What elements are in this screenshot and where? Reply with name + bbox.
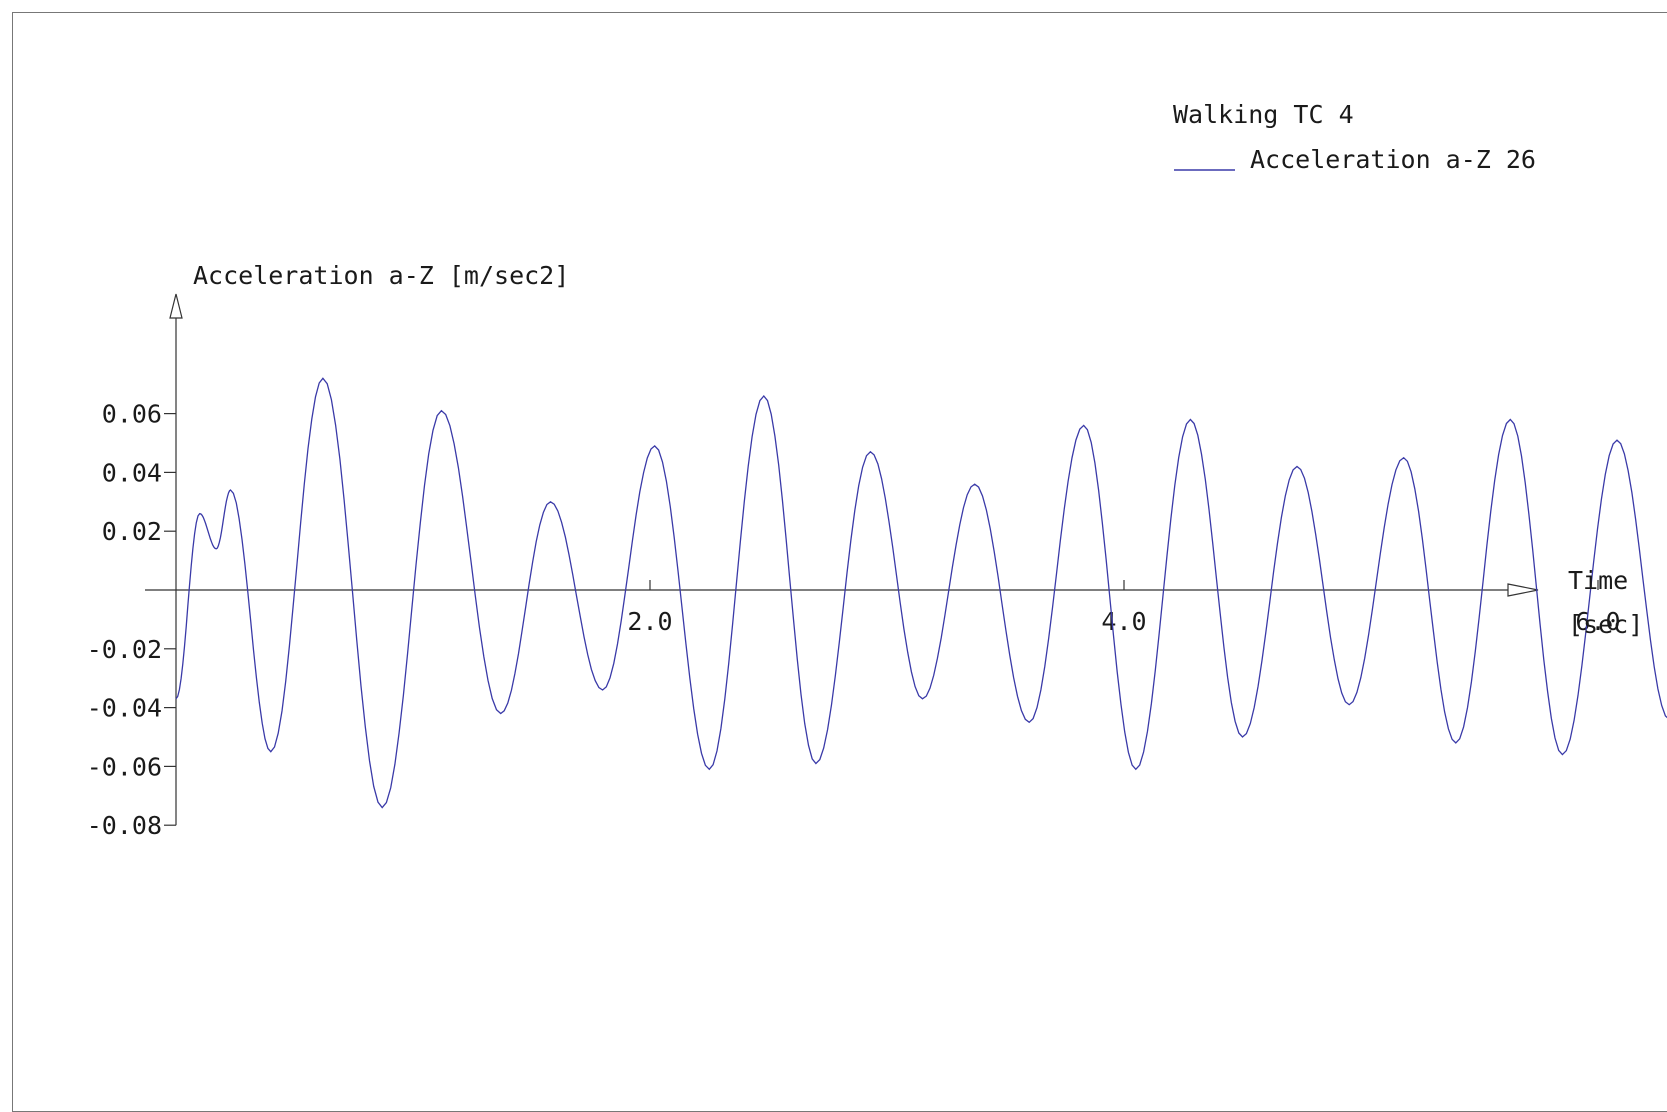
- legend-title: Walking TC 4: [1173, 100, 1354, 129]
- legend: Walking TC 4 Acceleration a-Z 26: [1173, 100, 1536, 174]
- series-line-0: [175, 377, 1667, 809]
- chart: 0.06 0.04 0.02 -0.02 -0.04 -0.06 -0.08 2.0 4.0 6.…: [87, 100, 1667, 841]
- x-axis-label: Time: [1568, 566, 1628, 595]
- y-tick-label: 0.04: [102, 458, 162, 487]
- y-tick-label: -0.08: [87, 811, 162, 840]
- ticks: 0.06 0.04 0.02 -0.02 -0.04 -0.06 -0.08 2.0 4.0 6.…: [87, 400, 1621, 841]
- x-tick-label: 4.0: [1101, 607, 1146, 636]
- y-tick-label: -0.04: [87, 694, 162, 723]
- axes: [145, 293, 1539, 826]
- y-axis-arrow: [169, 293, 183, 319]
- y-tick-label: 0.06: [102, 400, 162, 429]
- x-axis-unit: [sec]: [1568, 610, 1643, 639]
- x-axis-arrow: [1507, 583, 1539, 597]
- y-tick-label: -0.06: [87, 752, 162, 781]
- x-tick-label: 6.0: [1575, 607, 1620, 636]
- y-tick-label: -0.02: [87, 635, 162, 664]
- y-axis-label: Acceleration a-Z [m/sec2]: [193, 261, 569, 290]
- legend-entry-label: Acceleration a-Z 26: [1250, 145, 1536, 174]
- y-tick-label: 0.02: [102, 517, 162, 546]
- x-tick-label: 2.0: [627, 607, 672, 636]
- series: [175, 377, 1667, 809]
